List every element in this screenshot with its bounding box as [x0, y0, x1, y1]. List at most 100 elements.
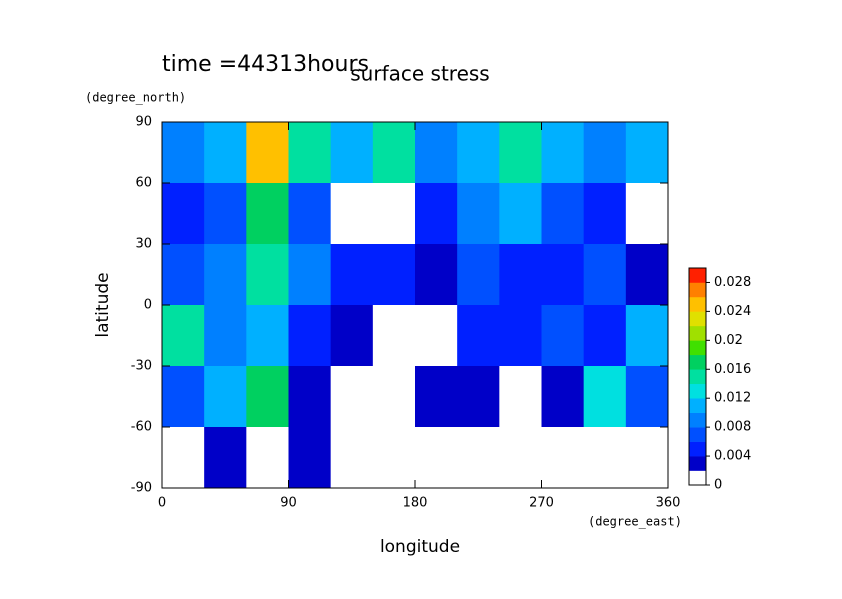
field-cell: [288, 122, 332, 184]
y-axis-label: latitude: [93, 272, 113, 337]
field-cell: [372, 366, 416, 428]
field-cell: [415, 366, 458, 428]
field-cell: [541, 183, 585, 245]
field-cell: [372, 183, 416, 245]
field-cell: [625, 183, 669, 245]
colorbar-tick-label: 0.012: [714, 391, 751, 406]
field-cell: [457, 366, 500, 428]
field-cell: [625, 122, 669, 184]
field-cell: [499, 244, 542, 306]
colorbar-tick-label: 0.028: [714, 275, 751, 290]
colorbar-segment: [689, 412, 706, 428]
field-cell: [288, 305, 332, 367]
colorbar-segment: [689, 369, 706, 385]
field-cell: [330, 366, 374, 428]
field-cell: [204, 183, 247, 245]
colorbar-segment: [689, 354, 706, 370]
field-cell: [162, 366, 205, 428]
field-cell: [415, 244, 458, 306]
colorbar-tick-label: 0.02: [714, 333, 743, 348]
field-cell: [330, 427, 374, 489]
field-cell: [246, 305, 289, 367]
field-cell: [625, 244, 669, 306]
field-cell: [583, 122, 627, 184]
field-cell: [415, 183, 458, 245]
field-cell: [204, 366, 247, 428]
colorbar-segment: [689, 340, 706, 356]
y-tick-label: 60: [135, 176, 152, 191]
x-tick-label: 0: [158, 496, 166, 511]
field-cell: [625, 366, 669, 428]
field-cell: [457, 305, 500, 367]
x-tick-label: 360: [656, 496, 681, 511]
field-cell: [499, 305, 542, 367]
field-cell: [499, 122, 542, 184]
colorbar-tick-label: 0: [714, 478, 722, 493]
colorbar-segment: [689, 282, 706, 298]
colorbar-segment: [689, 427, 706, 442]
field-cell: [162, 305, 205, 367]
field-cell: [246, 244, 289, 306]
field-cell: [246, 366, 289, 428]
field-cell: [330, 122, 374, 184]
field-cell: [372, 244, 416, 306]
field-cell: [204, 244, 247, 306]
field-cell: [415, 122, 458, 184]
field-cell: [288, 244, 332, 306]
field-cell: [162, 244, 205, 306]
field-cell: [415, 427, 458, 489]
field-cell: [415, 305, 458, 367]
x-axis-label: longitude: [380, 537, 460, 557]
field-cell: [457, 244, 500, 306]
field-cell: [246, 122, 289, 184]
field-cell: [583, 427, 627, 489]
y-tick-label: 90: [135, 115, 152, 130]
y-unit: (degree_north): [85, 91, 186, 105]
field-cell: [583, 183, 627, 245]
colorbar-tick-label: 0.016: [714, 362, 751, 377]
field-cell: [457, 183, 500, 245]
x-tick-label: 90: [280, 496, 297, 511]
y-tick-label: -60: [131, 420, 152, 435]
colorbar-frame: [688, 267, 707, 486]
field-cell: [288, 183, 332, 245]
field-cell: [457, 122, 500, 184]
field-cell: [162, 183, 205, 245]
colorbar-tick-label: 0.008: [714, 420, 751, 435]
field-cell: [541, 305, 585, 367]
field-cell: [288, 427, 332, 489]
colorbar-segment: [689, 296, 706, 312]
y-tick-label: -30: [131, 359, 152, 374]
colorbar-segment: [689, 325, 706, 341]
field-cell: [541, 366, 585, 428]
x-unit: (degree_east): [588, 515, 682, 529]
colorbar-segment: [689, 398, 706, 413]
field-cell: [583, 244, 627, 306]
y-tick-label: -90: [131, 481, 152, 496]
field-cell: [541, 427, 585, 489]
field-cell: [499, 366, 542, 428]
field-cell: [372, 122, 416, 184]
colorbar-segment: [689, 456, 706, 471]
field-cell: [330, 305, 374, 367]
x-tick-label: 270: [529, 496, 554, 511]
x-tick-label: 180: [403, 496, 428, 511]
field-cell: [204, 122, 247, 184]
field-cell: [330, 244, 374, 306]
y-tick-label: 0: [144, 298, 152, 313]
colorbar-tick-label: 0.024: [714, 304, 751, 319]
colorbar-segment: [689, 441, 706, 457]
field-cell: [372, 305, 416, 367]
colorbar-segment: [689, 383, 706, 399]
colorbar-segment: [689, 311, 706, 327]
field-cell: [372, 427, 416, 489]
field-cell: [246, 183, 289, 245]
colorbar-tick-label: 0.004: [714, 449, 751, 464]
field-cell: [583, 366, 627, 428]
colorbar-segment: [689, 268, 706, 283]
field-cell: [162, 122, 205, 184]
field-cell: [625, 305, 669, 367]
field-cell: [204, 427, 247, 489]
chart-title: surface stress: [350, 62, 489, 86]
field-cell: [246, 427, 289, 489]
